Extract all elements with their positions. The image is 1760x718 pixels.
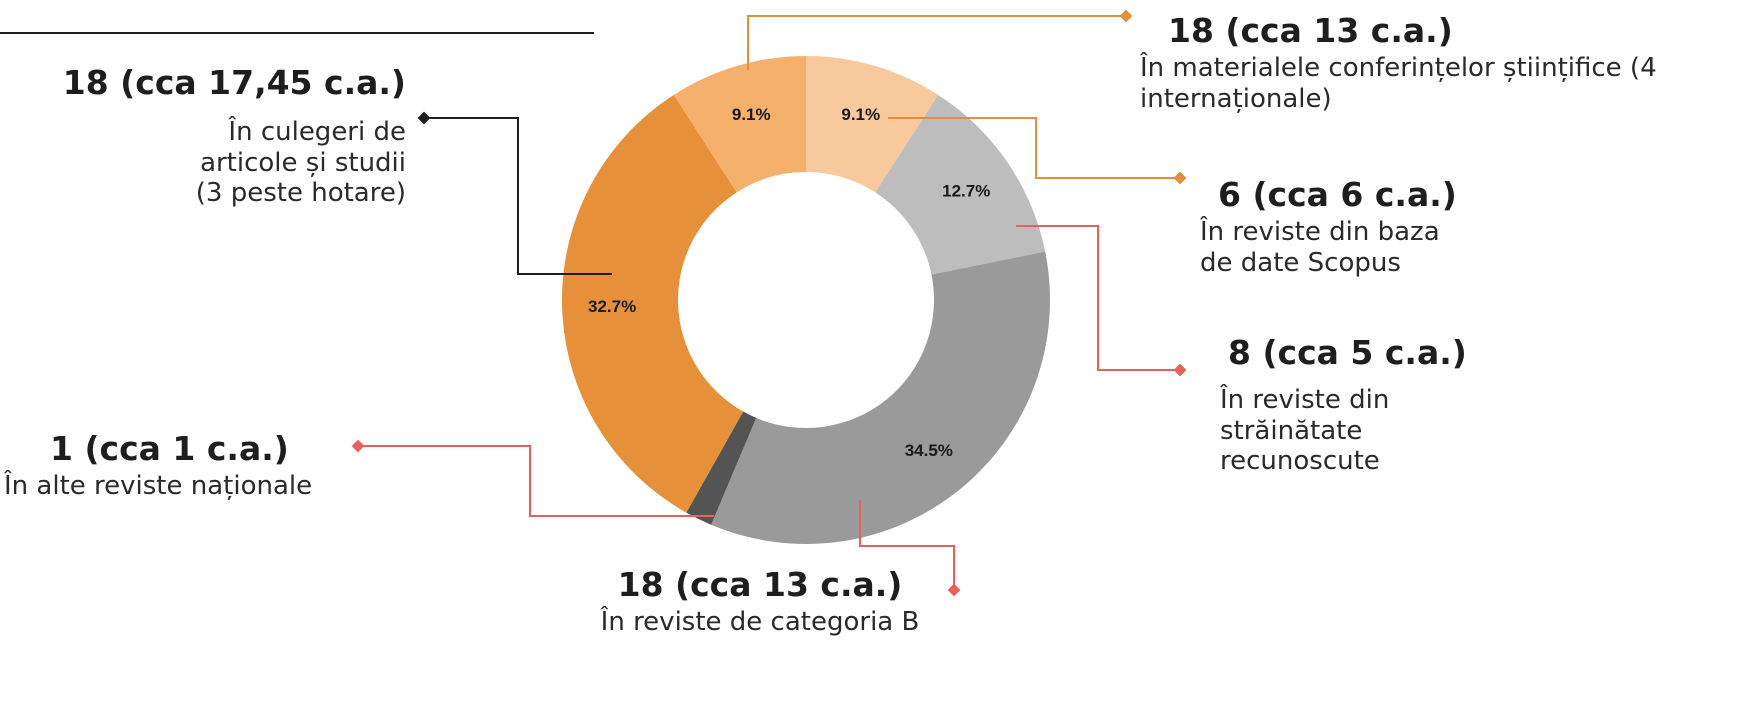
pct-label-culegeri: 32.7% xyxy=(588,297,636,316)
label-title: 18 (cca 13 c.a.) xyxy=(617,565,903,604)
label-strain: 8 (cca 5 c.a.) În reviste din străinătat… xyxy=(1220,333,1467,477)
label-conf: 18 (cca 13 c.a.) În materialele conferin… xyxy=(1140,11,1750,114)
label-desc: În reviste din străinătate recunoscute xyxy=(1220,384,1390,477)
label-desc: În reviste de categoria B xyxy=(600,606,920,637)
pct-label-nationale: 9.1% xyxy=(732,105,771,124)
label-nationale: 1 (cca 1 c.a.) În alte reviste naționale xyxy=(4,429,384,502)
leader-line-nationale xyxy=(358,445,714,517)
slice-percent-labels: 9.1% 12.7% 34.5% 32.7% 9.1% xyxy=(588,105,990,460)
label-desc: În materialele conferințelor științifice… xyxy=(1140,52,1657,114)
pct-label-scopus: 12.7% xyxy=(942,182,990,201)
label-title: 18 (cca 17,45 c.a.) xyxy=(62,63,406,102)
leader-diamond-nationale xyxy=(351,439,365,453)
leader-diamond-culegeri xyxy=(417,111,431,125)
slice-strain xyxy=(711,251,1050,545)
slice-conf xyxy=(806,56,939,193)
leader-line-strain xyxy=(1016,225,1180,371)
pct-label-strain: 34.5% xyxy=(905,441,953,460)
leader-diamond-catB xyxy=(947,583,961,597)
label-desc: În alte reviste naționale xyxy=(4,470,313,501)
pct-label-conf: 9.1% xyxy=(841,105,880,124)
leader-line-culegeri xyxy=(424,117,612,275)
leader-diamond-conf xyxy=(1119,9,1133,23)
label-culegeri: 18 (cca 17,45 c.a.) În culegeri de artic… xyxy=(40,63,406,209)
label-title: 1 (cca 1 c.a.) xyxy=(50,429,289,468)
leader-line-catB xyxy=(859,500,955,590)
label-scopus: 6 (cca 6 c.a.) În reviste din baza de da… xyxy=(1200,175,1470,278)
leader-diamond-scopus xyxy=(1173,171,1187,185)
label-title: 18 (cca 13 c.a.) xyxy=(1168,11,1453,50)
label-title: 6 (cca 6 c.a.) xyxy=(1218,175,1457,214)
label-title: 8 (cca 5 c.a.) xyxy=(1228,333,1467,372)
slice-culegeri xyxy=(561,94,744,513)
label-desc: În reviste din baza de date Scopus xyxy=(1200,216,1440,278)
slice-catB xyxy=(686,411,757,525)
donut-slices xyxy=(561,56,1050,545)
leader-line-conf xyxy=(747,15,1126,70)
leader-diamond-strain xyxy=(1173,363,1187,377)
slice-nationale xyxy=(673,56,806,193)
slice-scopus xyxy=(875,94,1046,275)
label-catB: 18 (cca 13 c.a.) În reviste de categoria… xyxy=(580,565,940,638)
label-desc: În culegeri de articole și studii (3 pes… xyxy=(195,116,406,209)
leader-line-scopus xyxy=(888,117,1180,179)
